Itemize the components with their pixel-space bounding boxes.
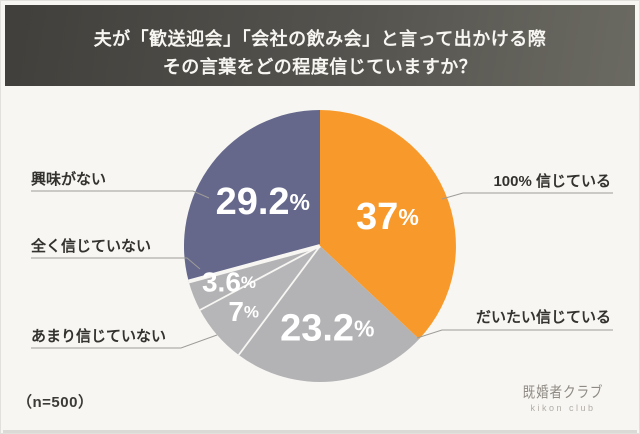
title-banner: 夫が「歓送迎会」「会社の飲み会」と言って出かける際 その言葉をどの程度信じていま… — [5, 5, 635, 86]
leader-lines — [31, 190, 613, 349]
sample-size-note: （n=500） — [17, 394, 94, 411]
slice-divider-line — [237, 245, 321, 356]
title-line-1: 夫が「歓送迎会」「会社の飲み会」と言って出かける際 — [93, 29, 547, 49]
brand-logo-jp: 既婚者クラブ — [522, 384, 604, 401]
brand-logo-en: kikon club — [530, 403, 596, 413]
callout-label-mostly-believe: だいたい信じている — [475, 309, 611, 326]
pie-slice — [183, 110, 320, 282]
leader-line-not-believe-at-all — [31, 257, 201, 270]
pie-slice — [238, 246, 420, 382]
callout-label-no-interest: 興味がない — [31, 171, 107, 188]
callout-label-not-believe-at-all: 全く信じていない — [31, 238, 152, 255]
leader-line-mostly-believe — [416, 329, 613, 339]
slice-dividers — [188, 244, 321, 356]
slice-divider-line — [199, 245, 321, 311]
callout-label-100-believe: 100% 信じている — [493, 173, 611, 190]
pie-slice — [188, 246, 320, 310]
title-line-2: その言葉をどの程度信じていますか？ — [162, 57, 478, 77]
slice-divider-line — [188, 244, 321, 284]
slice-percent-label: 3.6% — [202, 267, 256, 298]
pie-slice — [320, 110, 456, 340]
leader-line-100-believe — [441, 192, 613, 200]
pie-slice — [200, 246, 320, 355]
callout-label-hardly-believe: あまり信じていない — [31, 328, 167, 345]
pie-slices — [183, 110, 456, 382]
leader-line-hardly-believe — [31, 334, 218, 349]
brand-logo: 既婚者クラブ kikon club — [515, 381, 611, 413]
leader-line-no-interest — [31, 190, 210, 199]
